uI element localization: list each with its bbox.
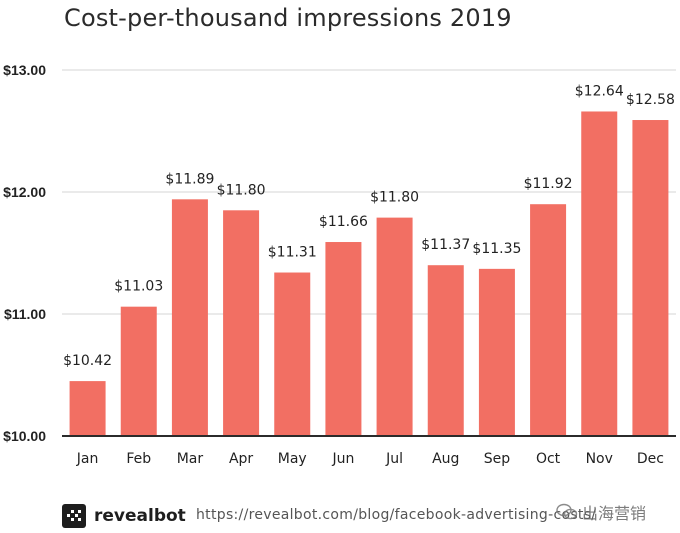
watermark-text: 出海营销	[582, 506, 647, 523]
data-label: $11.03	[114, 279, 163, 295]
data-label: $11.37	[421, 237, 470, 253]
bar-jun	[325, 242, 362, 436]
x-tick-label: Nov	[586, 451, 613, 467]
watermark: 出海营销	[556, 500, 646, 524]
data-label: $11.80	[370, 190, 419, 206]
bar-feb	[120, 306, 157, 436]
bar-nov	[581, 111, 618, 436]
x-tick-label: Feb	[126, 451, 151, 467]
bars	[69, 111, 669, 437]
data-label: $11.35	[472, 241, 521, 257]
data-labels: $10.42$11.03$11.89$11.80$11.31$11.66$11.…	[63, 83, 675, 369]
x-tick-label: May	[278, 451, 307, 467]
x-tick-label: Mar	[177, 451, 204, 467]
bar-dec	[632, 120, 669, 437]
bar-jul	[376, 217, 413, 436]
data-label: $11.89	[165, 171, 214, 187]
y-tick-label: $12.00	[3, 184, 46, 200]
bar-oct	[530, 204, 567, 436]
data-label: $11.92	[524, 176, 573, 192]
chart-title: Cost-per-thousand impressions 2019	[64, 4, 512, 32]
bar-mar	[171, 199, 208, 436]
data-label: $11.31	[268, 245, 317, 261]
data-label: $10.42	[63, 353, 112, 369]
x-tick-label: Aug	[432, 451, 459, 467]
y-tick-label: $13.00	[3, 62, 46, 78]
x-tick-label: Sep	[484, 451, 511, 467]
x-tick-label: Jan	[76, 451, 99, 467]
gridlines	[62, 69, 676, 315]
bar-apr	[223, 210, 260, 436]
bar-jan	[69, 381, 106, 436]
footer: revealbot https://revealbot.com/blog/fac…	[0, 496, 680, 528]
x-tick-label: Apr	[229, 451, 253, 467]
bar-may	[274, 272, 311, 436]
revealbot-logo-icon	[62, 504, 86, 528]
data-label: $11.80	[217, 182, 266, 198]
wechat-icon	[556, 503, 578, 520]
data-label: $11.66	[319, 214, 368, 230]
x-tick-label: Dec	[637, 451, 664, 467]
source-url[interactable]: https://revealbot.com/blog/facebook-adve…	[196, 507, 597, 523]
brand[interactable]: revealbot	[62, 504, 186, 528]
x-axis-tick-labels: Jan Feb Mar Apr May Jun Jul Aug Sep Oct Nov Dec	[76, 451, 664, 467]
bar-chart: $10.00 $11.00 $12.00 $13.00 $10.42 $11.03 $11…	[3, 62, 676, 467]
y-axis-tick-labels: $10.00 $11.00 $12.00 $13.00	[3, 62, 46, 444]
y-tick-label: $11.00	[4, 306, 46, 322]
x-tick-label: Jul	[385, 451, 403, 467]
data-label: $12.64	[575, 83, 624, 99]
bar-aug	[427, 265, 464, 436]
bar-sep	[478, 268, 515, 436]
y-tick-label: $10.00	[3, 428, 46, 444]
data-label: $12.58	[626, 92, 675, 108]
brand-name: revealbot	[94, 506, 186, 526]
x-tick-label: Jun	[331, 451, 354, 467]
x-tick-label: Oct	[536, 451, 561, 467]
